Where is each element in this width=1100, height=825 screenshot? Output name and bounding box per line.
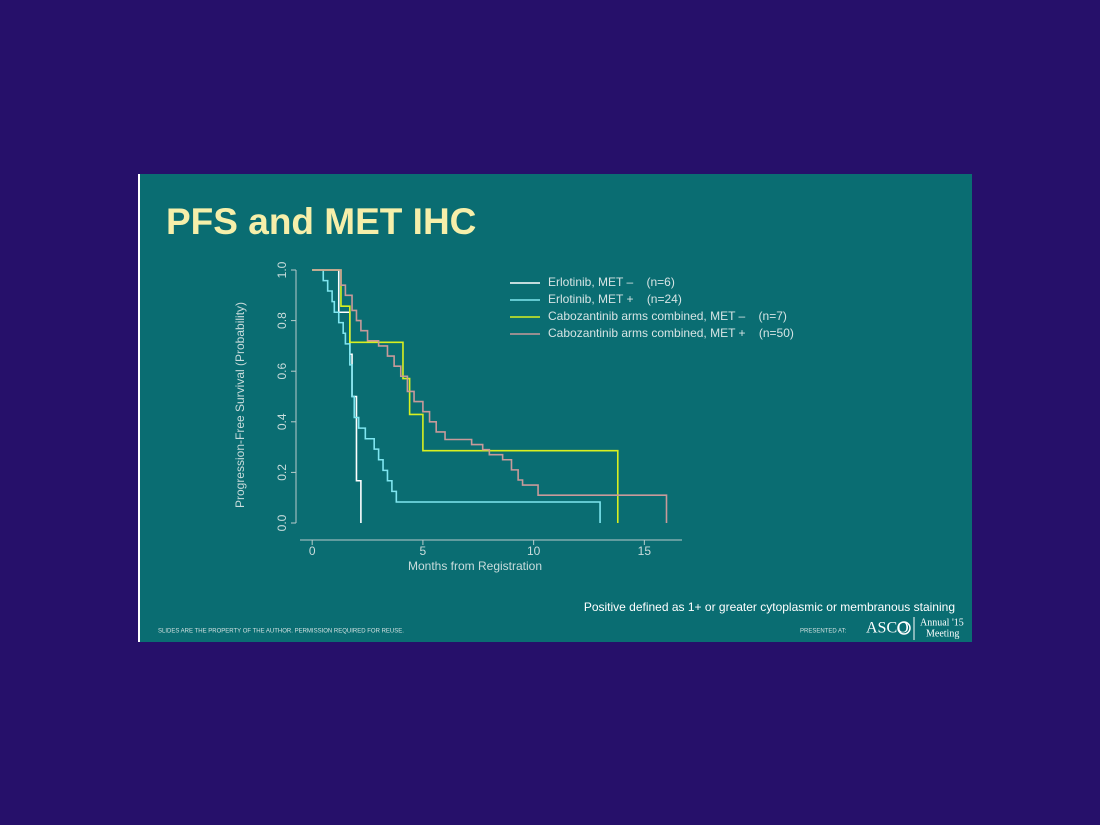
x-tick-label: 0 <box>309 544 316 558</box>
x-tick-label: 10 <box>527 544 541 558</box>
slide <box>138 174 972 642</box>
x-axis-label: Months from Registration <box>408 559 542 573</box>
y-tick-label: 0.8 <box>275 312 289 329</box>
y-tick-label: 0.2 <box>275 464 289 481</box>
survival-curve <box>312 269 362 523</box>
survival-curve <box>312 269 668 523</box>
logo: ASCO <box>866 620 909 637</box>
logo-mark <box>897 621 911 635</box>
meeting-line: Meeting <box>926 628 959 639</box>
y-tick-label: 1.0 <box>275 261 289 278</box>
slide-edge <box>138 174 140 642</box>
legend-label: Cabozantinib arms combined, MET + (n=50) <box>548 326 794 340</box>
y-tick-label: 0.4 <box>275 413 289 430</box>
x-tick-label: 5 <box>420 544 427 558</box>
x-tick-label: 15 <box>638 544 652 558</box>
survival-curve <box>312 269 601 523</box>
legend-label: Cabozantinib arms combined, MET – (n=7) <box>548 309 787 323</box>
meeting-line: Annual '15 <box>920 617 964 628</box>
legend-label: Erlotinib, MET + (n=24) <box>548 292 682 306</box>
survival-curve <box>312 269 619 523</box>
presented-at: PRESENTED AT: <box>800 629 847 635</box>
y-tick-label: 0.6 <box>275 363 289 380</box>
footnote: Positive defined as 1+ or greater cytopl… <box>584 600 955 614</box>
y-tick-label: 0.0 <box>275 514 289 531</box>
legend-label: Erlotinib, MET – (n=6) <box>548 275 675 289</box>
y-axis-label: Progression-Free Survival (Probability) <box>233 302 247 508</box>
footer: SLIDES ARE THE PROPERTY OF THE AUTHOR. P… <box>158 629 404 635</box>
slide-title: PFS and MET IHC <box>166 201 476 242</box>
